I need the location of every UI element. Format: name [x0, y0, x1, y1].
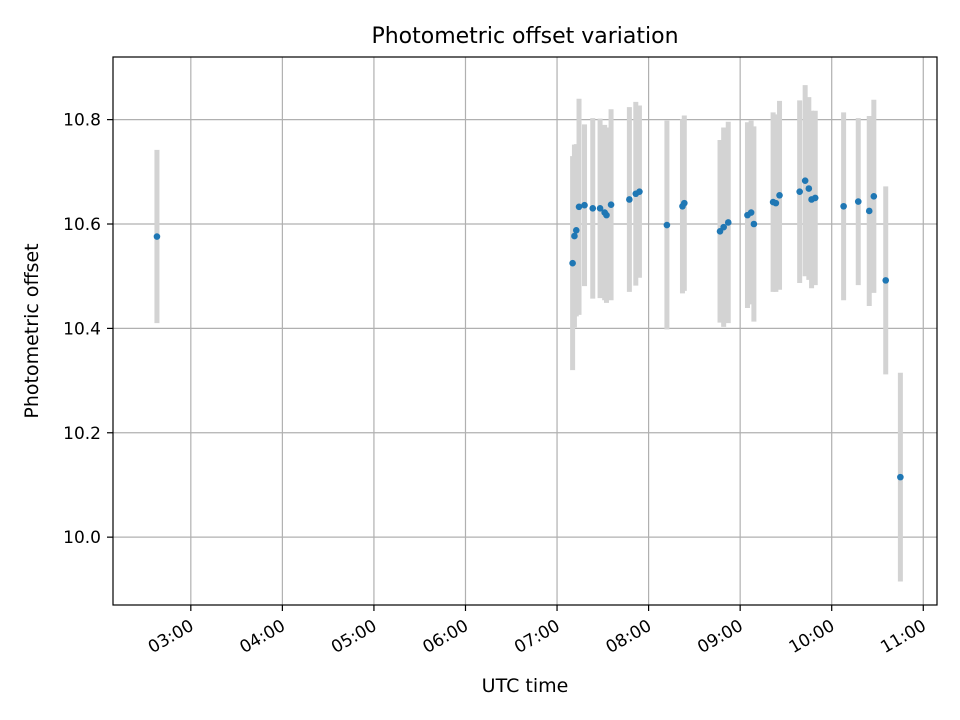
data-point — [596, 205, 604, 212]
data-point — [575, 203, 583, 211]
y-tick-label: 10.8 — [63, 111, 101, 131]
data-point — [153, 233, 161, 240]
data-point — [796, 188, 803, 195]
data-point — [772, 199, 780, 207]
data-point — [854, 198, 862, 205]
data-point — [897, 473, 904, 481]
y-tick-label: 10.4 — [63, 319, 101, 339]
data-point — [572, 226, 580, 234]
data-point — [581, 201, 588, 209]
data-point — [870, 193, 878, 200]
data-point — [589, 205, 597, 212]
data-point — [626, 196, 633, 203]
data-point — [865, 207, 873, 215]
data-point — [663, 221, 671, 229]
x-axis-label: UTC time — [482, 675, 569, 697]
y-tick-label: 10.6 — [63, 215, 101, 235]
y-tick-label: 10.0 — [63, 528, 101, 548]
y-axis-label: Photometric offset — [21, 243, 43, 418]
data-point — [801, 177, 809, 184]
y-axis-ticks: 10.0 10.2 10.4 10.6 10.8 — [63, 111, 113, 548]
data-point — [636, 188, 643, 195]
data-point — [569, 259, 576, 267]
data-point — [681, 199, 688, 207]
data-point — [811, 194, 819, 202]
data-point — [840, 202, 847, 210]
data-point — [882, 277, 890, 284]
data-point — [571, 232, 578, 240]
data-point — [747, 209, 755, 216]
chart-title: Photometric offset variation — [371, 24, 678, 49]
data-point — [724, 219, 732, 226]
data-point — [607, 201, 615, 208]
data-point — [776, 192, 783, 199]
plot-area-frame — [112, 56, 938, 606]
data-point — [805, 185, 813, 192]
data-points — [153, 177, 904, 481]
y-tick-label: 10.2 — [63, 424, 101, 444]
data-point — [720, 223, 727, 231]
data-point — [750, 220, 758, 228]
data-point — [603, 211, 610, 219]
